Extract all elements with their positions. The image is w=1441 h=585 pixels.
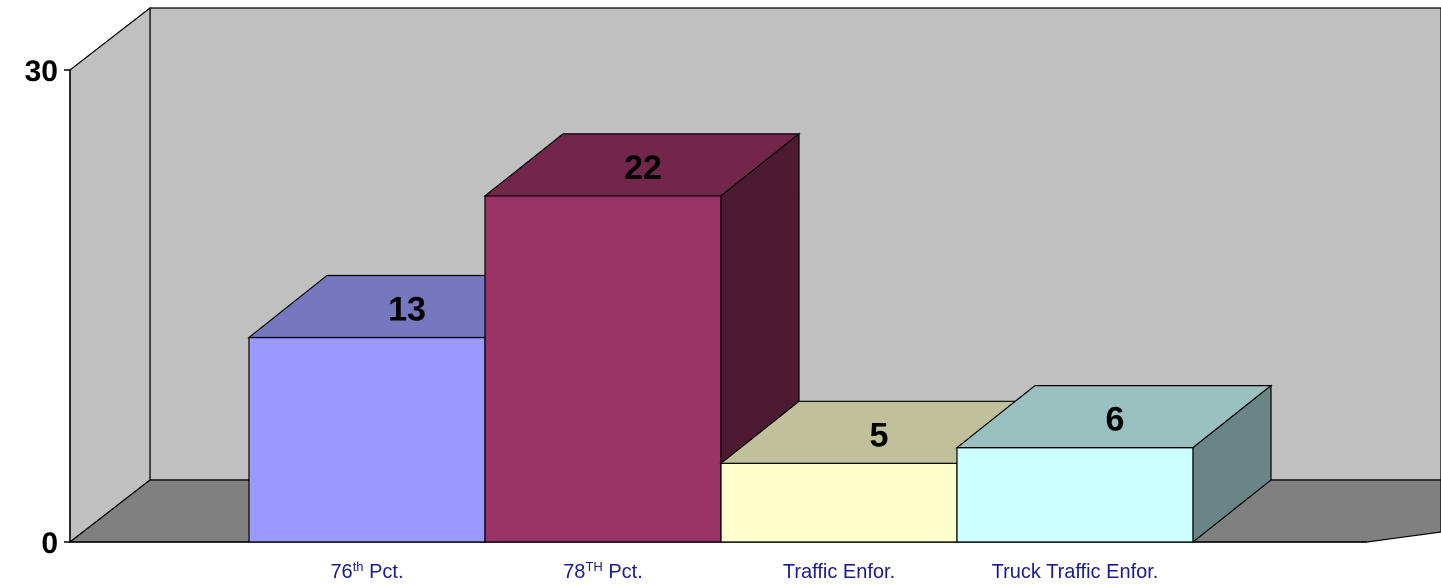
bar-side [1192, 384, 1272, 544]
bar-front [248, 336, 486, 543]
bar-value-label: 5 [870, 416, 889, 454]
y-tick-label: 30 [25, 55, 58, 88]
bar-front [956, 447, 1194, 543]
x-tick-label: Traffic Enfor. [783, 561, 895, 583]
y-tick-label: 0 [41, 527, 58, 560]
side-wall [69, 6, 151, 544]
bar-front [484, 195, 722, 543]
x-tick-label: 78TH Pct. [563, 559, 643, 584]
bar-value-label: 22 [624, 149, 662, 187]
bar-value-label: 6 [1106, 401, 1125, 439]
x-tick-label: Truck Traffic Enfor. [992, 561, 1159, 583]
x-tick-label: 76th Pct. [330, 559, 403, 584]
bar-front [720, 462, 958, 543]
bar-value-label: 13 [388, 290, 426, 328]
